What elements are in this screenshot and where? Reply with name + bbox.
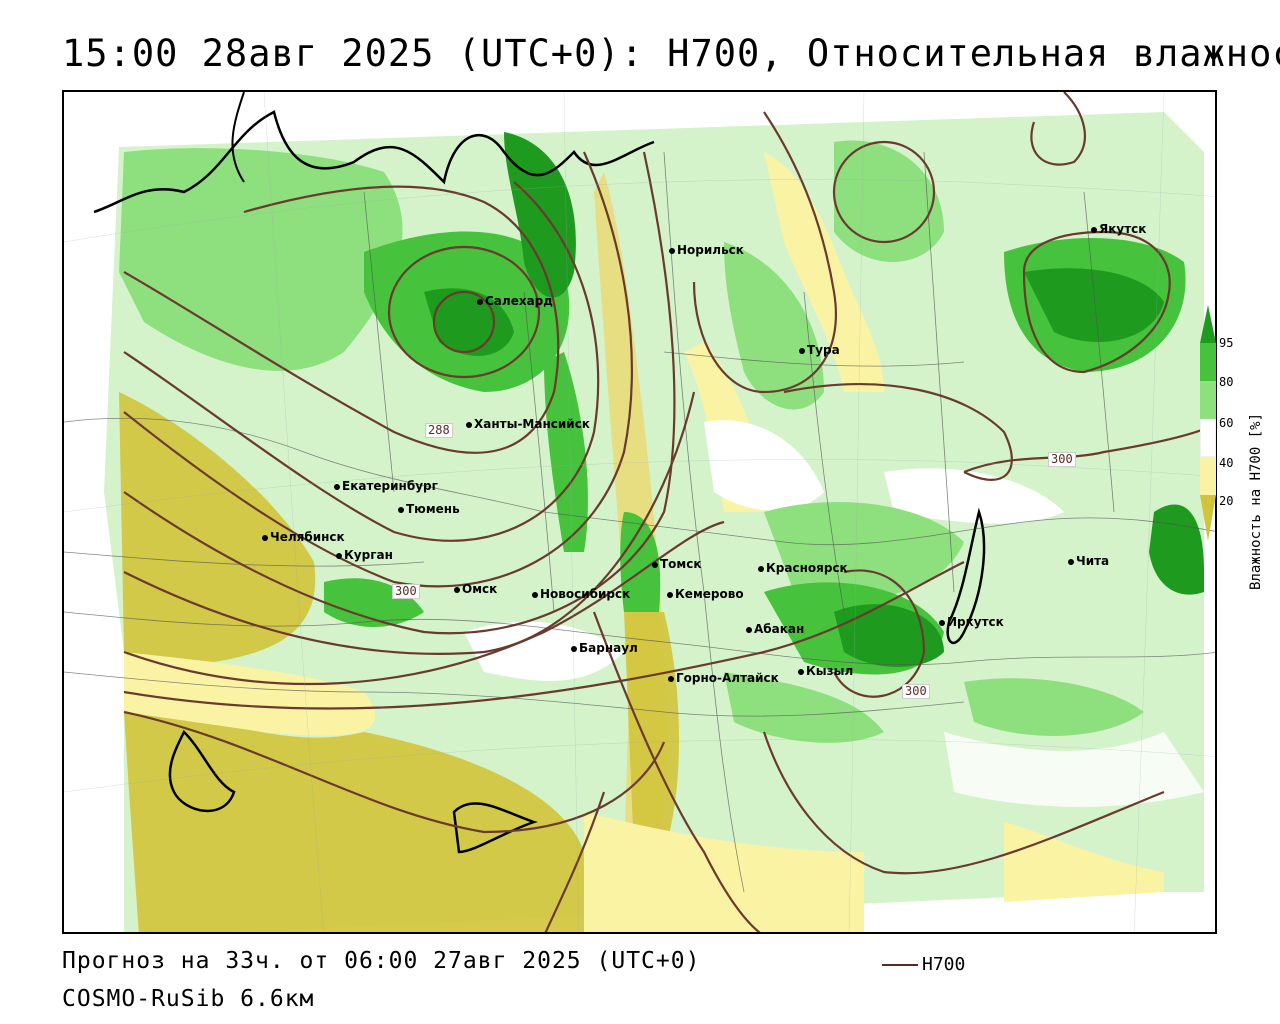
city-marker-icon xyxy=(667,591,673,598)
humidity-field-map xyxy=(64,92,1215,932)
city-irkutsk[interactable]: Иркутск xyxy=(939,615,1004,629)
isoline-legend-swatch xyxy=(882,963,918,966)
colorbar-tick: 20 xyxy=(1219,494,1234,508)
city-marker-icon xyxy=(799,347,805,354)
city-chita[interactable]: Чита xyxy=(1068,554,1109,568)
colorbar-tick: 80 xyxy=(1219,375,1234,389)
city-marker-icon xyxy=(746,626,752,633)
city-marker-icon xyxy=(454,586,460,593)
city-gorno-altaysk[interactable]: Горно-Алтайск xyxy=(668,671,779,685)
city-chelyabinsk[interactable]: Челябинск xyxy=(262,530,345,544)
model-name: COSMO-RuSib 6.6км xyxy=(62,986,315,1012)
city-kurgan[interactable]: Курган xyxy=(336,548,393,562)
city-omsk[interactable]: Омск xyxy=(454,582,497,596)
city-barnaul[interactable]: Барнаул xyxy=(571,641,638,655)
city-marker-icon xyxy=(398,506,404,513)
city-norilsk[interactable]: Норильск xyxy=(669,243,744,257)
isoline-label: 300 xyxy=(1048,452,1076,467)
city-yekaterinburg[interactable]: Екатеринбург xyxy=(334,479,438,493)
colorbar-tick: 95 xyxy=(1219,336,1234,350)
map-panel[interactable]: Салехард Норильск Тура Якутск Ханты-Манс… xyxy=(62,90,1217,934)
city-marker-icon xyxy=(1068,558,1074,565)
city-marker-icon xyxy=(334,483,340,490)
city-marker-icon xyxy=(532,591,538,598)
map-title: 15:00 28авг 2025 (UTC+0): H700, Относите… xyxy=(62,32,1280,75)
city-khanty-mansiysk[interactable]: Ханты-Мансийск xyxy=(466,417,590,431)
city-tomsk[interactable]: Томск xyxy=(652,557,702,571)
city-marker-icon xyxy=(669,247,675,254)
city-marker-icon xyxy=(939,619,945,626)
colorbar-tick: 60 xyxy=(1219,416,1234,430)
city-abakan[interactable]: Абакан xyxy=(746,622,804,636)
colorbar-tick: 40 xyxy=(1219,456,1234,470)
city-tyumen[interactable]: Тюмень xyxy=(398,502,460,516)
city-marker-icon xyxy=(1091,226,1097,233)
city-marker-icon xyxy=(571,645,577,652)
isoline-label: 300 xyxy=(902,684,930,699)
city-marker-icon xyxy=(668,675,674,682)
isoline-label: 288 xyxy=(425,423,453,438)
colorbar-label: Влажность на Н700 [%] xyxy=(1248,412,1264,590)
city-yakutsk[interactable]: Якутск xyxy=(1091,222,1146,236)
forecast-info: Прогноз на 33ч. от 06:00 27авг 2025 (UTC… xyxy=(62,948,701,974)
city-kyzyl[interactable]: Кызыл xyxy=(798,664,853,678)
city-krasnoyarsk[interactable]: Красноярск xyxy=(758,561,848,575)
city-marker-icon xyxy=(652,561,658,568)
city-marker-icon xyxy=(758,565,764,572)
city-kemerovo[interactable]: Кемерово xyxy=(667,587,744,601)
city-marker-icon xyxy=(477,298,483,305)
city-novosibirsk[interactable]: Новосибирск xyxy=(532,587,630,601)
city-marker-icon xyxy=(466,421,472,428)
city-salekhard[interactable]: Салехард xyxy=(477,294,553,308)
city-marker-icon xyxy=(336,552,342,559)
city-marker-icon xyxy=(262,534,268,541)
city-tura[interactable]: Тура xyxy=(799,343,840,357)
city-marker-icon xyxy=(798,668,804,675)
isoline-legend-label: H700 xyxy=(922,954,966,975)
isoline-legend: H700 xyxy=(882,954,965,975)
humidity-colorbar xyxy=(1200,305,1216,541)
isoline-label: 300 xyxy=(392,584,420,599)
